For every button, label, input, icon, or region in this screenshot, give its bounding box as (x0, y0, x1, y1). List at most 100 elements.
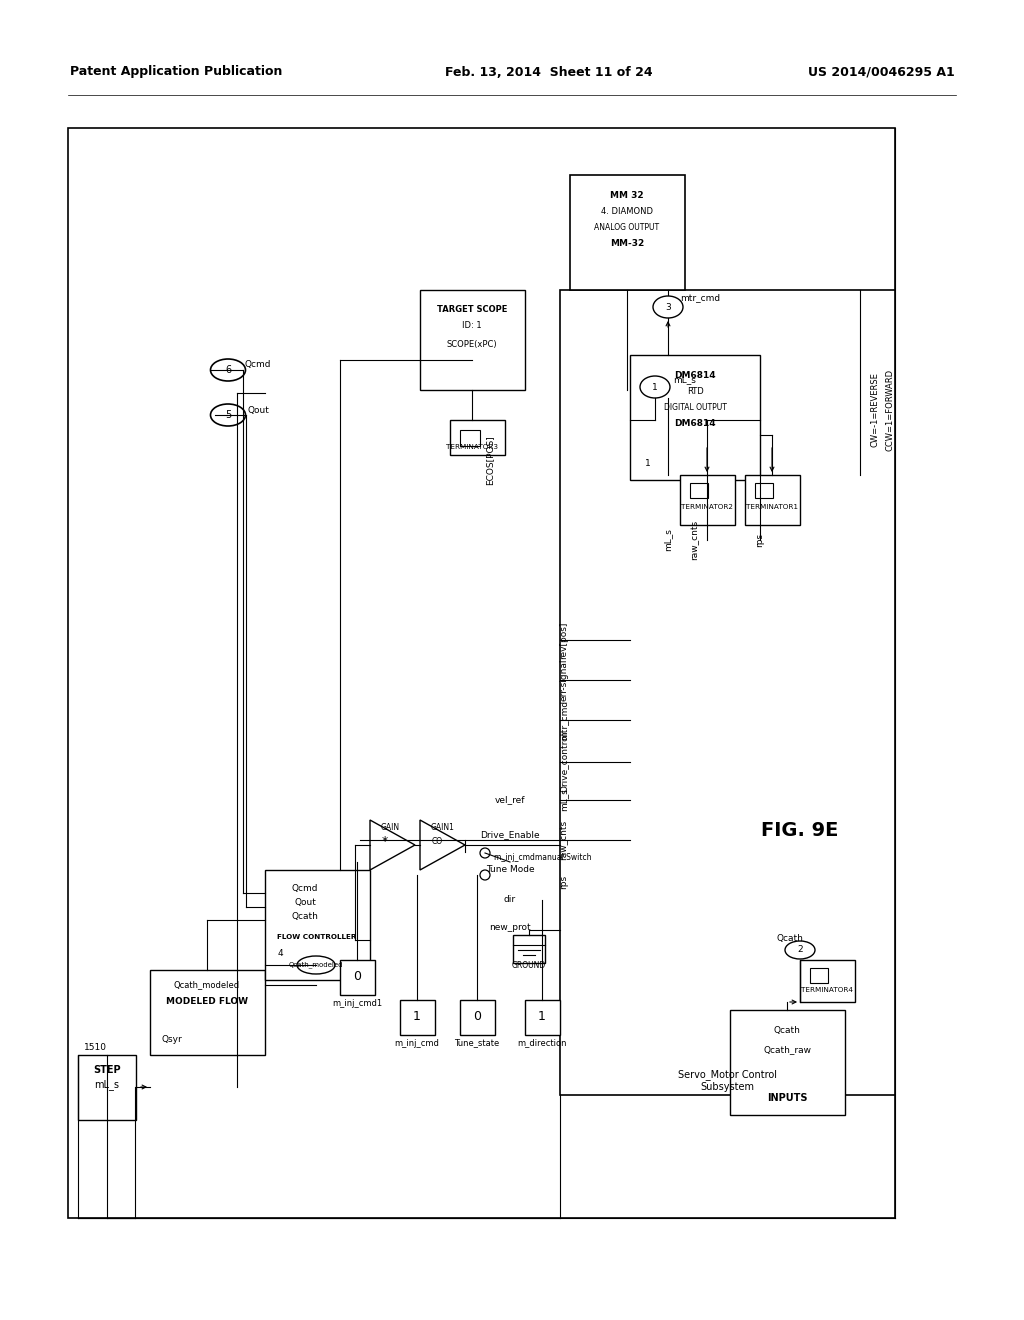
Text: raw_cnts: raw_cnts (559, 820, 568, 861)
FancyBboxPatch shape (400, 1001, 435, 1035)
FancyBboxPatch shape (810, 968, 828, 983)
Text: rev[pos]: rev[pos] (559, 622, 568, 659)
Text: CO: CO (431, 837, 442, 846)
Circle shape (480, 870, 490, 880)
Text: 5: 5 (225, 411, 231, 420)
Ellipse shape (785, 941, 815, 960)
Text: Qout: Qout (247, 405, 269, 414)
FancyBboxPatch shape (460, 430, 480, 446)
FancyBboxPatch shape (755, 483, 773, 498)
Text: err-signal: err-signal (559, 659, 568, 701)
Text: 2: 2 (798, 945, 803, 954)
Text: TARGET SCOPE: TARGET SCOPE (437, 305, 507, 314)
FancyBboxPatch shape (340, 960, 375, 995)
FancyBboxPatch shape (78, 1055, 136, 1119)
FancyBboxPatch shape (513, 935, 545, 964)
Text: mL_s: mL_s (664, 528, 673, 552)
Text: m_inj_cmdmanual Switch: m_inj_cmdmanual Switch (495, 854, 592, 862)
Text: Patent Application Publication: Patent Application Publication (70, 66, 283, 78)
Text: 1: 1 (652, 383, 657, 392)
Text: 1: 1 (413, 1011, 421, 1023)
Text: mtr_cmd: mtr_cmd (559, 700, 568, 741)
Text: 1: 1 (538, 1011, 546, 1023)
Text: rps: rps (756, 533, 765, 546)
FancyBboxPatch shape (690, 483, 708, 498)
Text: Qcath_raw: Qcath_raw (763, 1045, 811, 1055)
Text: ECOS[POS]: ECOS[POS] (485, 436, 495, 484)
Text: mL_s: mL_s (94, 1080, 120, 1090)
Text: DM6814: DM6814 (674, 371, 716, 380)
FancyBboxPatch shape (265, 870, 370, 979)
Text: GAIN: GAIN (381, 824, 399, 833)
Text: Drive_Enable: Drive_Enable (480, 830, 540, 840)
Text: GROUND: GROUND (512, 961, 546, 969)
Text: Qcmd: Qcmd (245, 360, 271, 370)
Text: Qsyr: Qsyr (162, 1035, 182, 1044)
Text: Feb. 13, 2014  Sheet 11 of 24: Feb. 13, 2014 Sheet 11 of 24 (445, 66, 652, 78)
FancyBboxPatch shape (460, 1001, 495, 1035)
Text: mL_s: mL_s (674, 375, 696, 384)
Ellipse shape (297, 956, 335, 974)
Text: 0: 0 (473, 1011, 481, 1023)
Text: Qcath: Qcath (773, 1026, 801, 1035)
Text: 0: 0 (353, 970, 361, 983)
Text: INPUTS: INPUTS (767, 1093, 807, 1104)
Text: 6: 6 (225, 366, 231, 375)
FancyBboxPatch shape (680, 475, 735, 525)
Text: FIG. 9E: FIG. 9E (761, 821, 839, 840)
Text: US 2014/0046295 A1: US 2014/0046295 A1 (808, 66, 955, 78)
Circle shape (480, 847, 490, 858)
Text: ID: 1: ID: 1 (462, 321, 482, 330)
Text: 1510: 1510 (84, 1044, 106, 1052)
Text: Qcath: Qcath (776, 933, 804, 942)
Text: ANALOG OUTPUT: ANALOG OUTPUT (595, 223, 659, 231)
Text: Qcath_modeled: Qcath_modeled (174, 981, 240, 990)
Text: *: * (382, 836, 388, 849)
Text: CCW=1=FORWARD: CCW=1=FORWARD (886, 368, 895, 451)
Ellipse shape (653, 296, 683, 318)
Text: Qout: Qout (294, 898, 316, 907)
FancyBboxPatch shape (630, 355, 760, 480)
Text: TERMINATOR1: TERMINATOR1 (746, 504, 798, 510)
Text: DIGITAL OUTPUT: DIGITAL OUTPUT (664, 404, 726, 412)
FancyBboxPatch shape (570, 176, 685, 290)
Text: Servo_Motor Control: Servo_Motor Control (678, 1069, 777, 1081)
Text: GAIN1: GAIN1 (431, 824, 455, 833)
FancyBboxPatch shape (525, 1001, 560, 1035)
Text: m_inj_cmd: m_inj_cmd (394, 1039, 439, 1048)
Text: STEP: STEP (93, 1065, 121, 1074)
FancyBboxPatch shape (800, 960, 855, 1002)
Ellipse shape (211, 404, 246, 426)
Text: rps: rps (559, 875, 568, 890)
Text: RTD: RTD (687, 388, 703, 396)
Text: mL_s: mL_s (559, 788, 568, 812)
FancyBboxPatch shape (150, 970, 265, 1055)
Text: Tune_state: Tune_state (455, 1039, 500, 1048)
Ellipse shape (211, 359, 246, 381)
Text: Qcath: Qcath (292, 912, 318, 920)
Text: Subsystem: Subsystem (700, 1082, 755, 1092)
Text: Drive_control: Drive_control (559, 731, 568, 792)
Text: TERMINATOR4: TERMINATOR4 (801, 987, 853, 993)
Text: 4. DIAMOND: 4. DIAMOND (601, 206, 653, 215)
FancyBboxPatch shape (450, 420, 505, 455)
Text: new_prot: new_prot (489, 924, 530, 932)
FancyBboxPatch shape (68, 128, 895, 1218)
Text: MODELED FLOW: MODELED FLOW (166, 998, 248, 1006)
Text: DM6814: DM6814 (674, 420, 716, 429)
Text: raw_cnts: raw_cnts (690, 520, 699, 560)
Text: mtr_cmd: mtr_cmd (680, 293, 720, 302)
Text: Qcmd: Qcmd (292, 883, 318, 892)
FancyBboxPatch shape (730, 1010, 845, 1115)
Text: FLOW CONTROLLER: FLOW CONTROLLER (278, 935, 356, 940)
Text: SCOPE(xPC): SCOPE(xPC) (446, 341, 498, 350)
FancyBboxPatch shape (560, 290, 895, 1096)
FancyBboxPatch shape (420, 290, 525, 389)
Text: CW=-1=REVERSE: CW=-1=REVERSE (870, 372, 880, 447)
Text: MM-32: MM-32 (610, 239, 644, 248)
Ellipse shape (640, 376, 670, 399)
Text: TERMINATOR3: TERMINATOR3 (446, 444, 498, 450)
Text: MM 32: MM 32 (610, 190, 644, 199)
Text: 1: 1 (645, 458, 651, 467)
Text: dir: dir (504, 895, 516, 904)
